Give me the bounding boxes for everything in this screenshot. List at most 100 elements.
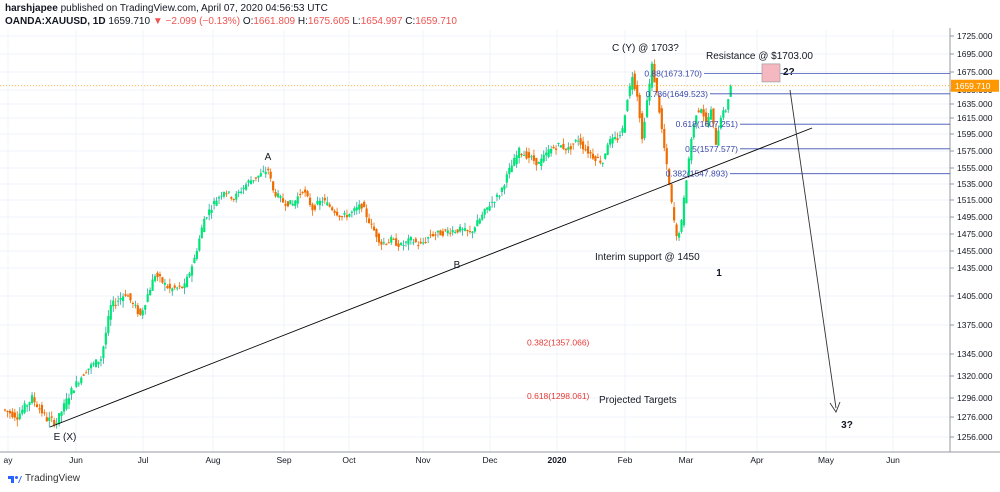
annotation-wave-b: B (454, 260, 461, 271)
down-candle (336, 211, 339, 216)
up-candle (407, 238, 410, 245)
up-candle (461, 229, 464, 231)
down-candle (50, 416, 53, 418)
up-candle (399, 243, 403, 245)
up-candle (195, 250, 198, 259)
down-candle (301, 191, 304, 193)
up-candle (94, 359, 98, 368)
y-tick-label: 1615.000 (957, 113, 993, 123)
down-candle (82, 374, 85, 376)
down-candle (385, 243, 388, 245)
up-candle (574, 139, 577, 142)
up-candle (545, 152, 548, 156)
up-candle (382, 242, 385, 244)
up-candle (355, 207, 358, 211)
price-change: −2.099 (−0.13%) (165, 16, 241, 27)
up-candle (247, 180, 250, 183)
down-candle (181, 286, 184, 288)
up-candle (473, 227, 476, 232)
up-candle (717, 130, 720, 146)
down-candle (596, 156, 599, 158)
up-candle (495, 194, 499, 197)
down-candle (653, 63, 656, 83)
down-candle (33, 397, 36, 403)
down-candle (562, 143, 565, 149)
up-candle (601, 163, 604, 165)
down-candle (439, 230, 442, 236)
up-candle (505, 174, 508, 183)
up-candle (530, 156, 533, 158)
up-candle (550, 148, 553, 154)
down-candle (668, 169, 671, 185)
y-tick-label: 1276.000 (957, 412, 993, 422)
down-candle (569, 146, 572, 150)
down-candle (417, 244, 420, 246)
down-candle (429, 234, 432, 236)
down-candle (525, 151, 528, 159)
up-candle (685, 180, 688, 204)
down-candle (16, 417, 19, 420)
x-tick-label: Jul (138, 455, 149, 465)
up-candle (604, 153, 607, 159)
down-candle (633, 73, 636, 90)
up-candle (700, 109, 703, 113)
up-candle (104, 332, 107, 345)
down-candle (712, 108, 715, 124)
down-candle (40, 404, 43, 414)
up-candle (621, 128, 624, 133)
high-label: H: (297, 16, 308, 27)
up-candle (112, 300, 115, 307)
down-candle (641, 113, 644, 140)
brand-label: TradingView (25, 473, 81, 484)
fib-level-label: 0.382(1547.893) (666, 169, 729, 179)
up-candle (23, 403, 26, 413)
open-value: 1661.809 (253, 16, 296, 27)
up-candle (471, 231, 474, 234)
y-tick-label: 1575.000 (957, 146, 993, 156)
down-candle (35, 404, 39, 408)
up-candle (451, 230, 454, 233)
up-candle (97, 361, 100, 365)
publisher-name[interactable]: harshjapee (5, 3, 58, 14)
down-candle (333, 210, 336, 213)
up-candle (557, 143, 560, 145)
up-candle (412, 242, 415, 244)
up-candle (358, 204, 361, 210)
down-candle (532, 155, 535, 161)
down-candle (456, 229, 459, 233)
up-candle (618, 135, 622, 137)
annotation-wave-a: A (265, 152, 272, 163)
up-candle (515, 155, 518, 165)
down-candle (85, 372, 88, 374)
down-candle (254, 177, 258, 179)
up-candle (176, 287, 179, 289)
up-candle (163, 282, 166, 285)
down-candle (434, 234, 437, 236)
down-candle (131, 302, 135, 304)
up-candle (65, 398, 68, 409)
up-candle (257, 175, 260, 178)
down-candle (230, 197, 233, 199)
up-candle (503, 185, 506, 190)
up-candle (719, 117, 722, 129)
up-candle (490, 201, 494, 203)
up-candle (193, 257, 196, 264)
down-candle (419, 241, 422, 244)
up-candle (190, 266, 194, 276)
down-candle (392, 238, 395, 240)
up-candle (513, 157, 516, 166)
up-candle (537, 162, 540, 164)
down-candle (8, 410, 12, 414)
down-candle (168, 283, 171, 289)
up-candle (488, 205, 491, 211)
up-candle (510, 165, 513, 173)
up-candle (121, 296, 125, 302)
tradingview-logo-icon (8, 475, 22, 483)
up-candle (18, 413, 21, 420)
down-candle (267, 168, 270, 171)
tradingview-brand[interactable]: TradingView (8, 473, 80, 484)
up-candle (92, 363, 95, 365)
up-candle (446, 230, 449, 234)
annotation-wave-3: 3? (841, 420, 853, 431)
